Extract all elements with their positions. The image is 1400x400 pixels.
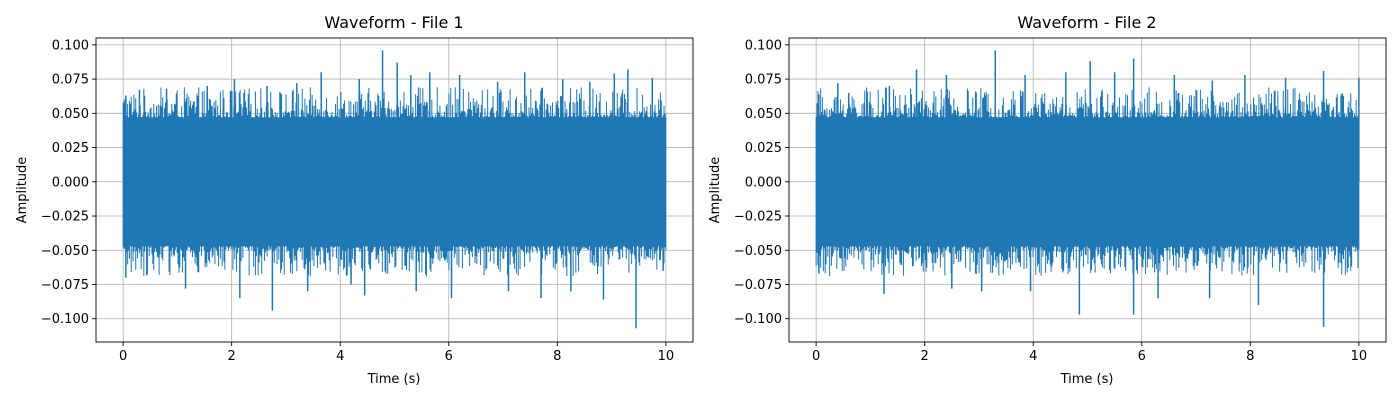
waveform-spikes	[815, 87, 1360, 277]
y-tick-label: −0.050	[41, 244, 89, 259]
waveform-chart-file-1: Waveform - File 1 Time (s) Amplitude 0 2 4…	[15, 13, 694, 387]
x-tick-label: 0	[119, 349, 127, 364]
y-tick-label: 0.050	[745, 107, 782, 122]
series-area	[815, 50, 1360, 327]
x-axis-label: Time (s)	[367, 372, 421, 387]
y-axis-label: Amplitude	[15, 157, 30, 224]
y-tick-label: 0.050	[52, 107, 89, 122]
y-tick-label: −0.100	[734, 312, 782, 327]
chart-title: Waveform - File 2	[1017, 13, 1156, 32]
x-tick-label: 6	[445, 349, 453, 364]
x-tick-label: 0	[812, 349, 820, 364]
y-tick-label: 0.000	[52, 175, 89, 190]
x-tick-label: 8	[1246, 349, 1254, 364]
y-tick-label: 0.025	[52, 141, 89, 156]
y-tick-label: 0.075	[745, 73, 782, 88]
y-tick-label: 0.100	[745, 38, 782, 53]
y-tick-label: 0.000	[745, 175, 782, 190]
series-area	[122, 50, 667, 329]
x-tick-label: 2	[921, 349, 929, 364]
plot-frame	[95, 37, 694, 343]
x-axis-label: Time (s)	[1060, 372, 1114, 387]
y-axis-label: Amplitude	[708, 157, 723, 224]
y-tick-label: −0.050	[734, 244, 782, 259]
x-tick-label: 2	[228, 349, 236, 364]
x-tick-label: 8	[553, 349, 561, 364]
x-tick-label: 10	[1351, 349, 1368, 364]
chart-title: Waveform - File 1	[324, 13, 463, 32]
y-tick-label: 0.075	[52, 73, 89, 88]
tick-layer: 0 2 4 6 8 10 −0.100 −0.075 −0.050 −0.025 0.000 0.02…	[41, 38, 674, 364]
y-tick-label: −0.075	[734, 278, 782, 293]
x-tick-label: 6	[1138, 349, 1146, 364]
y-tick-label: −0.025	[734, 210, 782, 225]
y-tick-label: −0.025	[41, 210, 89, 225]
waveform-chart-file-2: Waveform - File 2 Time (s) Amplitude 0 2 4…	[708, 13, 1387, 387]
waveform-spikes	[122, 87, 667, 277]
x-tick-label: 10	[658, 349, 675, 364]
x-tick-label: 4	[336, 349, 344, 364]
y-tick-label: −0.075	[41, 278, 89, 293]
plot-frame	[788, 37, 1387, 343]
y-tick-label: 0.025	[745, 141, 782, 156]
y-tick-label: −0.100	[41, 312, 89, 327]
tick-layer: 0 2 4 6 8 10 −0.100 −0.075 −0.050 −0.025 0.000 0.02…	[734, 38, 1367, 364]
x-tick-label: 4	[1029, 349, 1037, 364]
y-tick-label: 0.100	[52, 38, 89, 53]
